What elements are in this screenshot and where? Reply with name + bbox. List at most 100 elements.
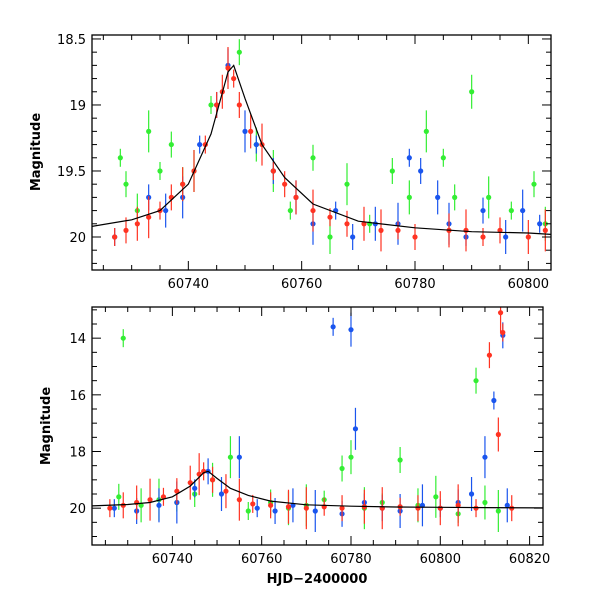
blue-data-point	[156, 502, 162, 508]
green-data-point	[157, 168, 163, 174]
red-data-point	[497, 227, 503, 233]
blue-data-point	[350, 234, 356, 240]
x-tick-label: 60800	[508, 277, 549, 292]
red-data-point	[147, 497, 153, 503]
blue-data-point	[330, 324, 336, 330]
x-tick-label: 60820	[509, 552, 550, 567]
red-data-point	[214, 102, 220, 108]
blue-data-point	[348, 327, 354, 333]
x-tick-label: 60780	[330, 552, 371, 567]
green-data-point	[339, 465, 345, 472]
x-tick-label: 60760	[241, 552, 282, 567]
x-tick-label: 60800	[420, 552, 461, 567]
red-data-point	[473, 505, 479, 511]
green-data-point	[245, 508, 251, 514]
red-data-point	[437, 505, 443, 511]
y-tick-label: 19.5	[57, 165, 86, 180]
blue-data-point	[242, 128, 248, 134]
red-data-point	[180, 181, 186, 187]
green-data-point	[486, 194, 492, 200]
green-data-point	[495, 508, 501, 514]
green-data-point	[452, 194, 458, 200]
y-tick-label: 18.5	[57, 33, 86, 48]
green-data-point	[348, 454, 354, 460]
green-data-point	[469, 89, 475, 95]
model-curve	[92, 64, 551, 235]
red-data-point	[463, 227, 469, 233]
red-data-point	[250, 501, 256, 507]
top-plot-frame	[91, 34, 552, 271]
red-data-point	[415, 505, 421, 511]
green-data-point	[482, 499, 488, 506]
green-data-point	[287, 207, 293, 214]
red-data-point	[236, 102, 242, 108]
red-data-point	[500, 329, 506, 336]
blue-data-point	[312, 508, 318, 514]
red-data-point	[236, 497, 242, 503]
y-tick-label: 18	[69, 446, 86, 461]
red-data-point	[225, 65, 231, 71]
blue-data-point	[197, 141, 203, 148]
blue-data-point	[468, 491, 475, 497]
blue-data-point	[418, 168, 424, 174]
blue-data-point	[480, 207, 486, 214]
green-data-point	[236, 49, 242, 55]
green-data-point	[423, 128, 429, 134]
red-data-point	[480, 234, 486, 240]
red-data-point	[303, 505, 309, 511]
red-data-point	[112, 234, 118, 240]
red-data-point	[339, 505, 345, 511]
red-data-point	[525, 234, 531, 240]
red-data-point	[395, 227, 401, 233]
x-tick-label: 60740	[168, 277, 209, 292]
blue-data-point	[218, 491, 225, 497]
green-data-point	[327, 234, 333, 240]
y-tick-label: 16	[69, 389, 86, 404]
red-data-point	[231, 75, 237, 82]
red-data-point	[344, 221, 350, 227]
top-panel: Magnitude 60740 60760 60780 60800 18.5 19 19.5…	[29, 33, 552, 292]
red-data-point	[412, 234, 418, 240]
blue-data-point	[352, 426, 359, 432]
blue-data-point	[111, 505, 117, 511]
blue-data-point	[503, 234, 509, 240]
y-tick-label: 19	[69, 99, 86, 114]
red-data-point	[270, 168, 276, 174]
red-data-point	[285, 504, 292, 510]
green-data-point	[433, 494, 439, 500]
green-data-point	[208, 102, 214, 108]
y-tick-label: 20	[69, 231, 86, 246]
blue-data-point	[236, 454, 242, 460]
green-data-point	[389, 168, 395, 174]
red-data-point	[542, 227, 548, 233]
blue-data-point	[272, 508, 278, 514]
blue-data-point	[482, 454, 488, 460]
red-data-point	[327, 214, 333, 220]
red-data-point	[310, 207, 316, 214]
green-data-point	[344, 181, 350, 187]
red-data-point	[209, 477, 216, 483]
x-tick-label: 60780	[394, 277, 435, 292]
green-data-point	[116, 494, 122, 500]
green-data-point	[227, 454, 234, 460]
red-data-point	[174, 488, 180, 494]
red-data-point	[107, 505, 113, 511]
red-data-point	[282, 181, 288, 187]
green-data-point	[138, 502, 144, 508]
green-data-point	[168, 141, 174, 148]
red-data-point	[146, 214, 152, 220]
bottom-plot-frame	[91, 306, 544, 546]
blue-data-point	[192, 485, 198, 491]
green-data-point	[531, 181, 537, 187]
blue-data-point	[491, 397, 497, 404]
red-data-point	[495, 431, 501, 438]
green-data-point	[123, 181, 129, 187]
green-data-point	[120, 335, 126, 341]
green-data-point	[397, 457, 403, 463]
blue-data-point	[504, 502, 510, 508]
red-data-point	[248, 128, 254, 134]
green-data-point	[146, 128, 152, 134]
red-data-point	[293, 194, 299, 200]
